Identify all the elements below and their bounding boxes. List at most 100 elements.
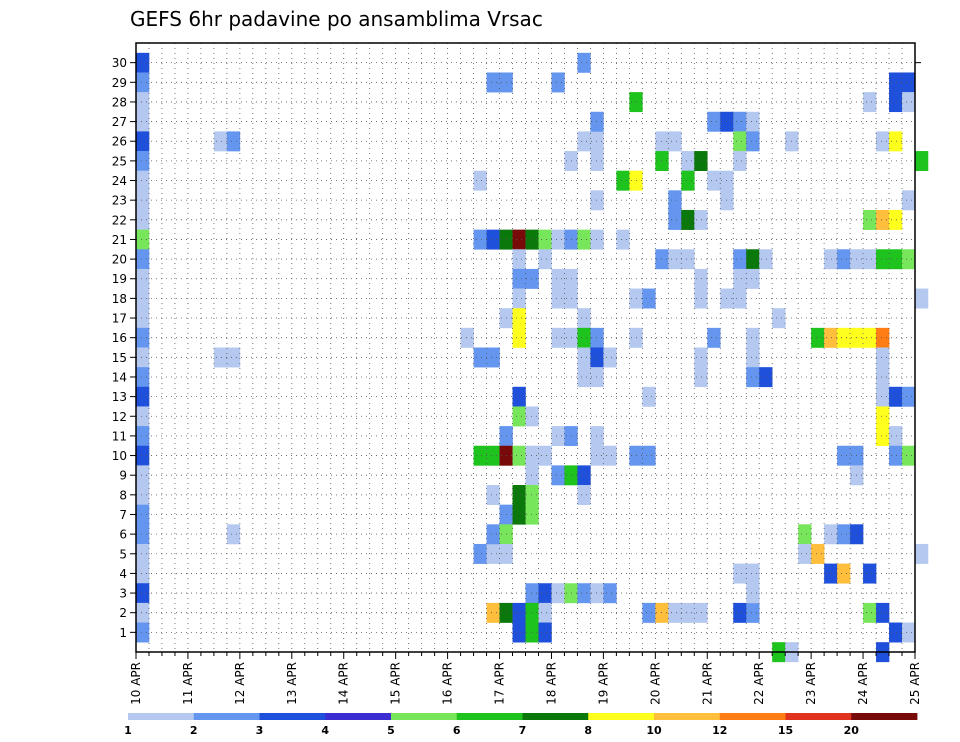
legend-label: 15 (778, 724, 793, 737)
heatmap-cell (902, 190, 916, 211)
heatmap-cell (876, 209, 890, 230)
heatmap-cell (863, 602, 877, 623)
heatmap-cell (512, 602, 526, 623)
legend-label: 7 (519, 724, 527, 737)
heatmap-cell (902, 386, 916, 407)
heatmap-cell (590, 367, 604, 388)
heatmap-cell (759, 367, 773, 388)
heatmap-cell (889, 131, 903, 152)
heatmap-cell (590, 583, 604, 604)
heatmap-cell (707, 327, 721, 348)
heatmap-cell (863, 249, 877, 270)
heatmap-cell (136, 229, 150, 250)
heatmap-cell (538, 249, 552, 270)
heatmap-cell (876, 367, 890, 388)
x-tick-label: 23 APR (804, 662, 818, 705)
heatmap-cell (512, 386, 526, 407)
heatmap-cell (694, 151, 708, 171)
y-tick-label: 22 (112, 213, 127, 227)
heatmap-cell (746, 249, 760, 270)
heatmap-cell (525, 406, 539, 427)
heatmap-cell (538, 583, 552, 604)
heatmap-cell (590, 151, 604, 171)
y-tick-label: 10 (112, 449, 127, 463)
heatmap-cell (837, 445, 851, 466)
heatmap-cell (538, 445, 552, 466)
legend-label: 20 (844, 724, 860, 737)
heatmap-cell (525, 465, 539, 486)
heatmap-cell (512, 406, 526, 427)
y-tick-label: 19 (112, 272, 127, 286)
heatmap-cell (512, 268, 526, 289)
heatmap-cell (642, 386, 656, 407)
heatmap-cell (733, 131, 747, 152)
heatmap-cell (902, 92, 916, 113)
heatmap-cell (486, 524, 500, 545)
y-tick-label: 7 (119, 508, 127, 522)
heatmap-cell (577, 131, 591, 152)
heatmap-cell (213, 131, 228, 152)
heatmap-cell (136, 52, 150, 73)
heatmap-cell (798, 524, 812, 545)
heatmap-cell (136, 72, 150, 93)
heatmap-cell (136, 209, 150, 230)
heatmap-cell (136, 465, 150, 486)
heatmap-cell (681, 249, 695, 270)
heatmap-cell (486, 543, 500, 564)
heatmap-cell (577, 367, 591, 388)
y-tick-label: 16 (112, 331, 127, 345)
heatmap-cell (486, 445, 500, 466)
heatmap-cell (668, 131, 682, 152)
heatmap-cell (889, 622, 903, 643)
heatmap-cell (136, 622, 150, 643)
legend-label: 3 (256, 724, 264, 737)
heatmap-cell (136, 111, 150, 132)
heatmap-cell (136, 347, 150, 368)
heatmap-cell (486, 347, 500, 368)
heatmap-cell (707, 111, 721, 132)
heatmap-cell (694, 602, 708, 623)
heatmap-cell (733, 602, 747, 623)
x-tick-label: 12 APR (233, 662, 247, 705)
heatmap-cell (876, 249, 890, 270)
heatmap-cell (746, 327, 760, 348)
legend-swatch (259, 713, 326, 720)
y-tick-label: 2 (119, 606, 127, 620)
heatmap-cell (551, 465, 565, 486)
heatmap-cell (577, 465, 591, 486)
heatmap-cell (577, 229, 591, 250)
y-tick-label: 3 (119, 587, 127, 601)
heatmap-cell (681, 209, 695, 230)
heatmap-cell (590, 131, 604, 152)
heatmap-cell (577, 583, 591, 604)
heatmap-cell (473, 170, 487, 191)
heatmap-cell (694, 367, 708, 388)
legend-swatch (588, 713, 655, 720)
heatmap-cell (915, 151, 929, 171)
heatmap-cell (681, 151, 695, 171)
heatmap-cell (681, 602, 695, 623)
legend-label: 1 (124, 724, 132, 737)
heatmap-cell (551, 229, 565, 250)
heatmap-cell (486, 602, 500, 623)
heatmap-cell (746, 602, 760, 623)
heatmap-cell (136, 268, 150, 289)
heatmap-cell (733, 288, 747, 309)
legend-swatch (325, 713, 392, 720)
heatmap-cell (473, 445, 487, 466)
heatmap-cell (577, 327, 591, 348)
heatmap-cell (136, 445, 150, 466)
legend-swatch (128, 713, 195, 720)
heatmap-cell (590, 190, 604, 211)
heatmap-cell (902, 249, 916, 270)
heatmap-cell (876, 347, 890, 368)
heatmap-cell (577, 308, 591, 329)
heatmap-cell (876, 386, 890, 407)
heatmap-cell (733, 563, 747, 584)
y-tick-label: 21 (112, 233, 127, 247)
heatmap-cell (136, 504, 150, 525)
heatmap-cell (136, 367, 150, 388)
heatmap-cell (746, 347, 760, 368)
x-tick-label: 24 APR (856, 662, 870, 705)
